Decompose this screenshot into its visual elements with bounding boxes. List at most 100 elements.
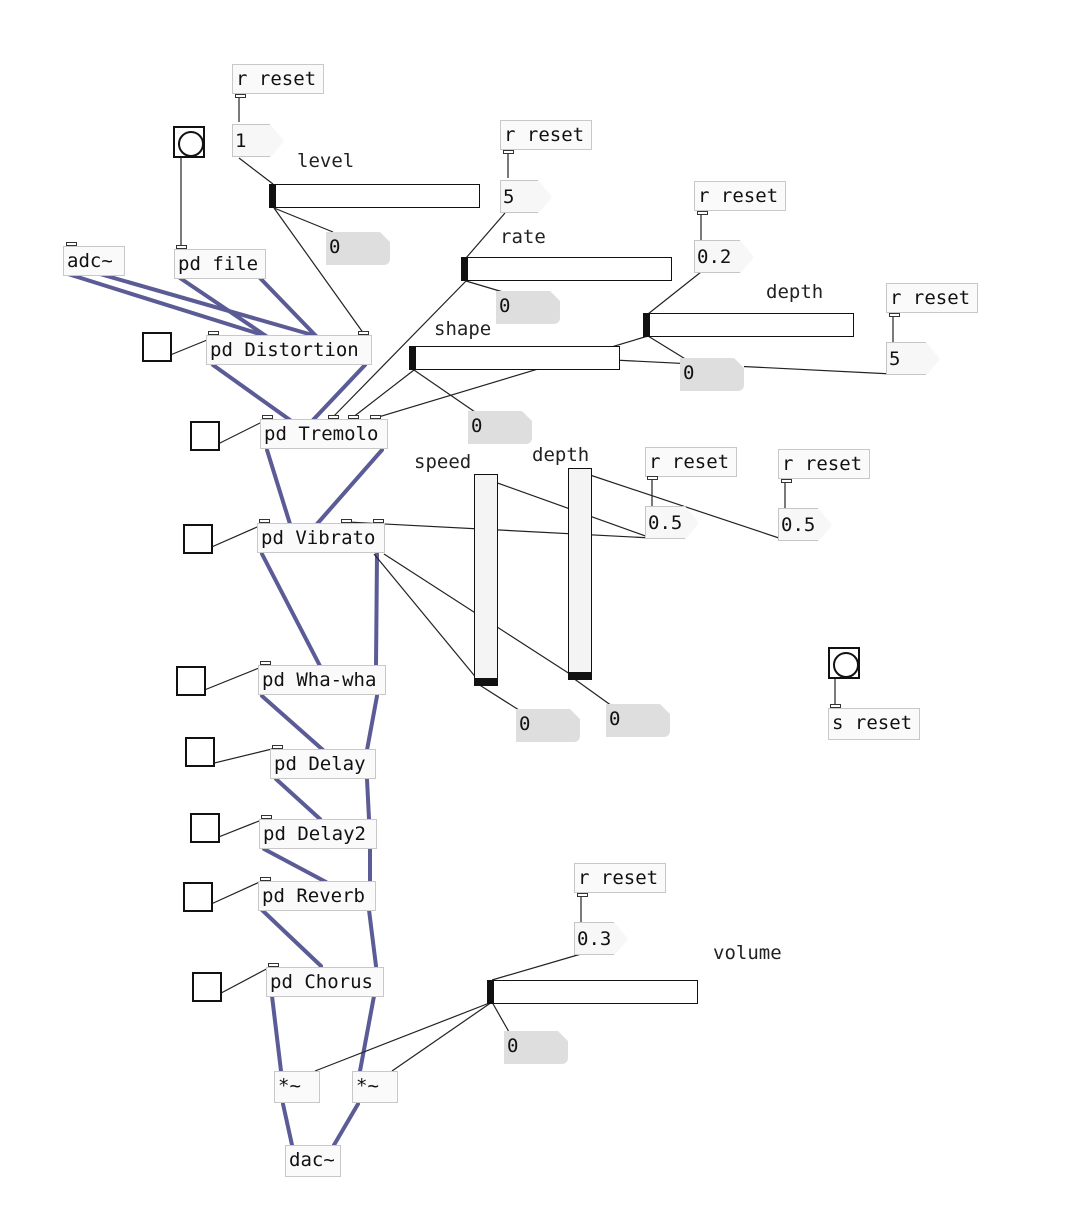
inlet[interactable]	[235, 94, 246, 98]
vibrato-depth-label: depth	[532, 444, 590, 466]
level-number-box[interactable]: 0	[326, 232, 390, 265]
receive-reset-object[interactable]: r reset	[574, 863, 666, 893]
inlet[interactable]	[176, 245, 187, 249]
shape-init-message[interactable]: 5	[886, 342, 940, 376]
receive-reset-object[interactable]: r reset	[232, 64, 324, 94]
depth-init-message[interactable]: 0.2	[694, 240, 754, 274]
inlet[interactable]	[341, 519, 352, 523]
vibrato-toggle[interactable]	[183, 524, 213, 554]
multiply-right-object[interactable]: *~	[352, 1071, 398, 1103]
pd-whawha-object[interactable]: pd Wha-wha	[258, 665, 386, 695]
signal-wire	[274, 777, 322, 821]
pd-vibrato-object[interactable]: pd Vibrato	[257, 523, 385, 553]
slider-knob[interactable]	[475, 678, 497, 685]
pd-delay2-object[interactable]: pd Delay2	[259, 819, 377, 849]
volume-number-box[interactable]: 0	[504, 1031, 568, 1064]
chorus-toggle[interactable]	[192, 972, 222, 1002]
shape-slider[interactable]	[409, 346, 620, 370]
control-wire	[413, 369, 476, 413]
control-wire	[391, 1001, 493, 1072]
receive-reset-object[interactable]: r reset	[694, 181, 786, 211]
reverb-toggle[interactable]	[183, 882, 213, 912]
slider-knob[interactable]	[488, 981, 494, 1003]
inlet[interactable]	[260, 877, 271, 881]
inlet[interactable]	[830, 704, 841, 708]
send-reset-object[interactable]: s reset	[828, 708, 920, 740]
inlet[interactable]	[66, 242, 77, 246]
inlet[interactable]	[328, 415, 339, 419]
pd-distortion-object[interactable]: pd Distortion	[206, 335, 372, 365]
whawha-toggle[interactable]	[176, 666, 206, 696]
level-slider[interactable]	[269, 184, 480, 208]
inlet[interactable]	[259, 519, 270, 523]
receive-reset-object[interactable]: r reset	[886, 283, 978, 313]
volume-slider[interactable]	[487, 980, 698, 1004]
inlet[interactable]	[208, 331, 219, 335]
slider-knob[interactable]	[462, 258, 468, 280]
inlet[interactable]	[272, 745, 283, 749]
depth-number-box[interactable]: 0	[680, 358, 744, 391]
inlet[interactable]	[261, 815, 272, 819]
vibrato-depth-number-box[interactable]: 0	[606, 704, 670, 737]
volume-init-message[interactable]: 0.3	[574, 922, 628, 956]
inlet[interactable]	[577, 893, 588, 897]
inlet[interactable]	[697, 211, 708, 215]
rate-init-message[interactable]: 5	[500, 180, 552, 214]
inlet[interactable]	[503, 150, 514, 154]
slider-knob[interactable]	[569, 672, 591, 679]
inlet[interactable]	[348, 415, 359, 419]
multiply-left-object[interactable]: *~	[274, 1071, 320, 1103]
receive-reset-object[interactable]: r reset	[778, 449, 870, 479]
shape-number-box[interactable]: 0	[468, 411, 532, 444]
adc-object[interactable]: adc~	[63, 246, 125, 276]
inlet[interactable]	[262, 415, 273, 419]
signal-wire	[358, 994, 376, 1073]
signal-wire	[260, 552, 322, 668]
control-wire	[574, 469, 786, 541]
inlet[interactable]	[370, 415, 381, 419]
level-label: level	[297, 150, 355, 172]
rate-slider[interactable]	[461, 257, 672, 281]
pd-chorus-object[interactable]: pd Chorus	[266, 967, 384, 997]
slider-knob[interactable]	[270, 185, 276, 207]
inlet[interactable]	[260, 661, 271, 665]
speed-slider[interactable]	[474, 474, 498, 686]
receive-reset-object[interactable]: r reset	[645, 447, 737, 477]
signal-wire	[178, 276, 268, 338]
signal-wire	[311, 363, 367, 422]
inlet[interactable]	[647, 476, 658, 480]
distortion-toggle[interactable]	[142, 332, 172, 362]
reset-bang[interactable]	[828, 647, 860, 679]
pd-reverb-object[interactable]: pd Reverb	[258, 881, 376, 911]
pd-tremolo-object[interactable]: pd Tremolo	[260, 419, 388, 449]
depth-slider[interactable]	[643, 313, 854, 337]
control-wire	[477, 683, 523, 713]
inlet[interactable]	[358, 331, 369, 335]
delay-toggle[interactable]	[185, 737, 215, 767]
signal-wire	[211, 363, 292, 422]
inlet[interactable]	[373, 519, 384, 523]
dac-object[interactable]: dac~	[285, 1145, 341, 1177]
speed-number-box[interactable]: 0	[516, 709, 580, 742]
slider-knob[interactable]	[644, 314, 650, 336]
signal-wire	[332, 1102, 360, 1147]
vibrato-depth-slider[interactable]	[568, 468, 592, 680]
tremolo-toggle[interactable]	[190, 421, 220, 451]
receive-reset-object[interactable]: r reset	[500, 120, 592, 150]
file-bang[interactable]	[173, 126, 205, 158]
signal-wire	[98, 272, 318, 338]
slider-knob[interactable]	[410, 347, 416, 369]
pd-delay-object[interactable]: pd Delay	[270, 749, 376, 779]
vdepth-init-message[interactable]: 0.5	[778, 508, 832, 542]
speed-init-message[interactable]: 0.5	[645, 506, 699, 540]
signal-wire	[260, 908, 323, 968]
rate-label: rate	[500, 226, 546, 248]
inlet[interactable]	[889, 313, 900, 317]
delay2-toggle[interactable]	[190, 813, 220, 843]
level-init-message[interactable]: 1	[232, 124, 284, 158]
inlet[interactable]	[781, 479, 792, 483]
pd-file-object[interactable]: pd file	[174, 249, 266, 279]
rate-number-box[interactable]: 0	[496, 291, 560, 324]
inlet[interactable]	[268, 963, 279, 967]
